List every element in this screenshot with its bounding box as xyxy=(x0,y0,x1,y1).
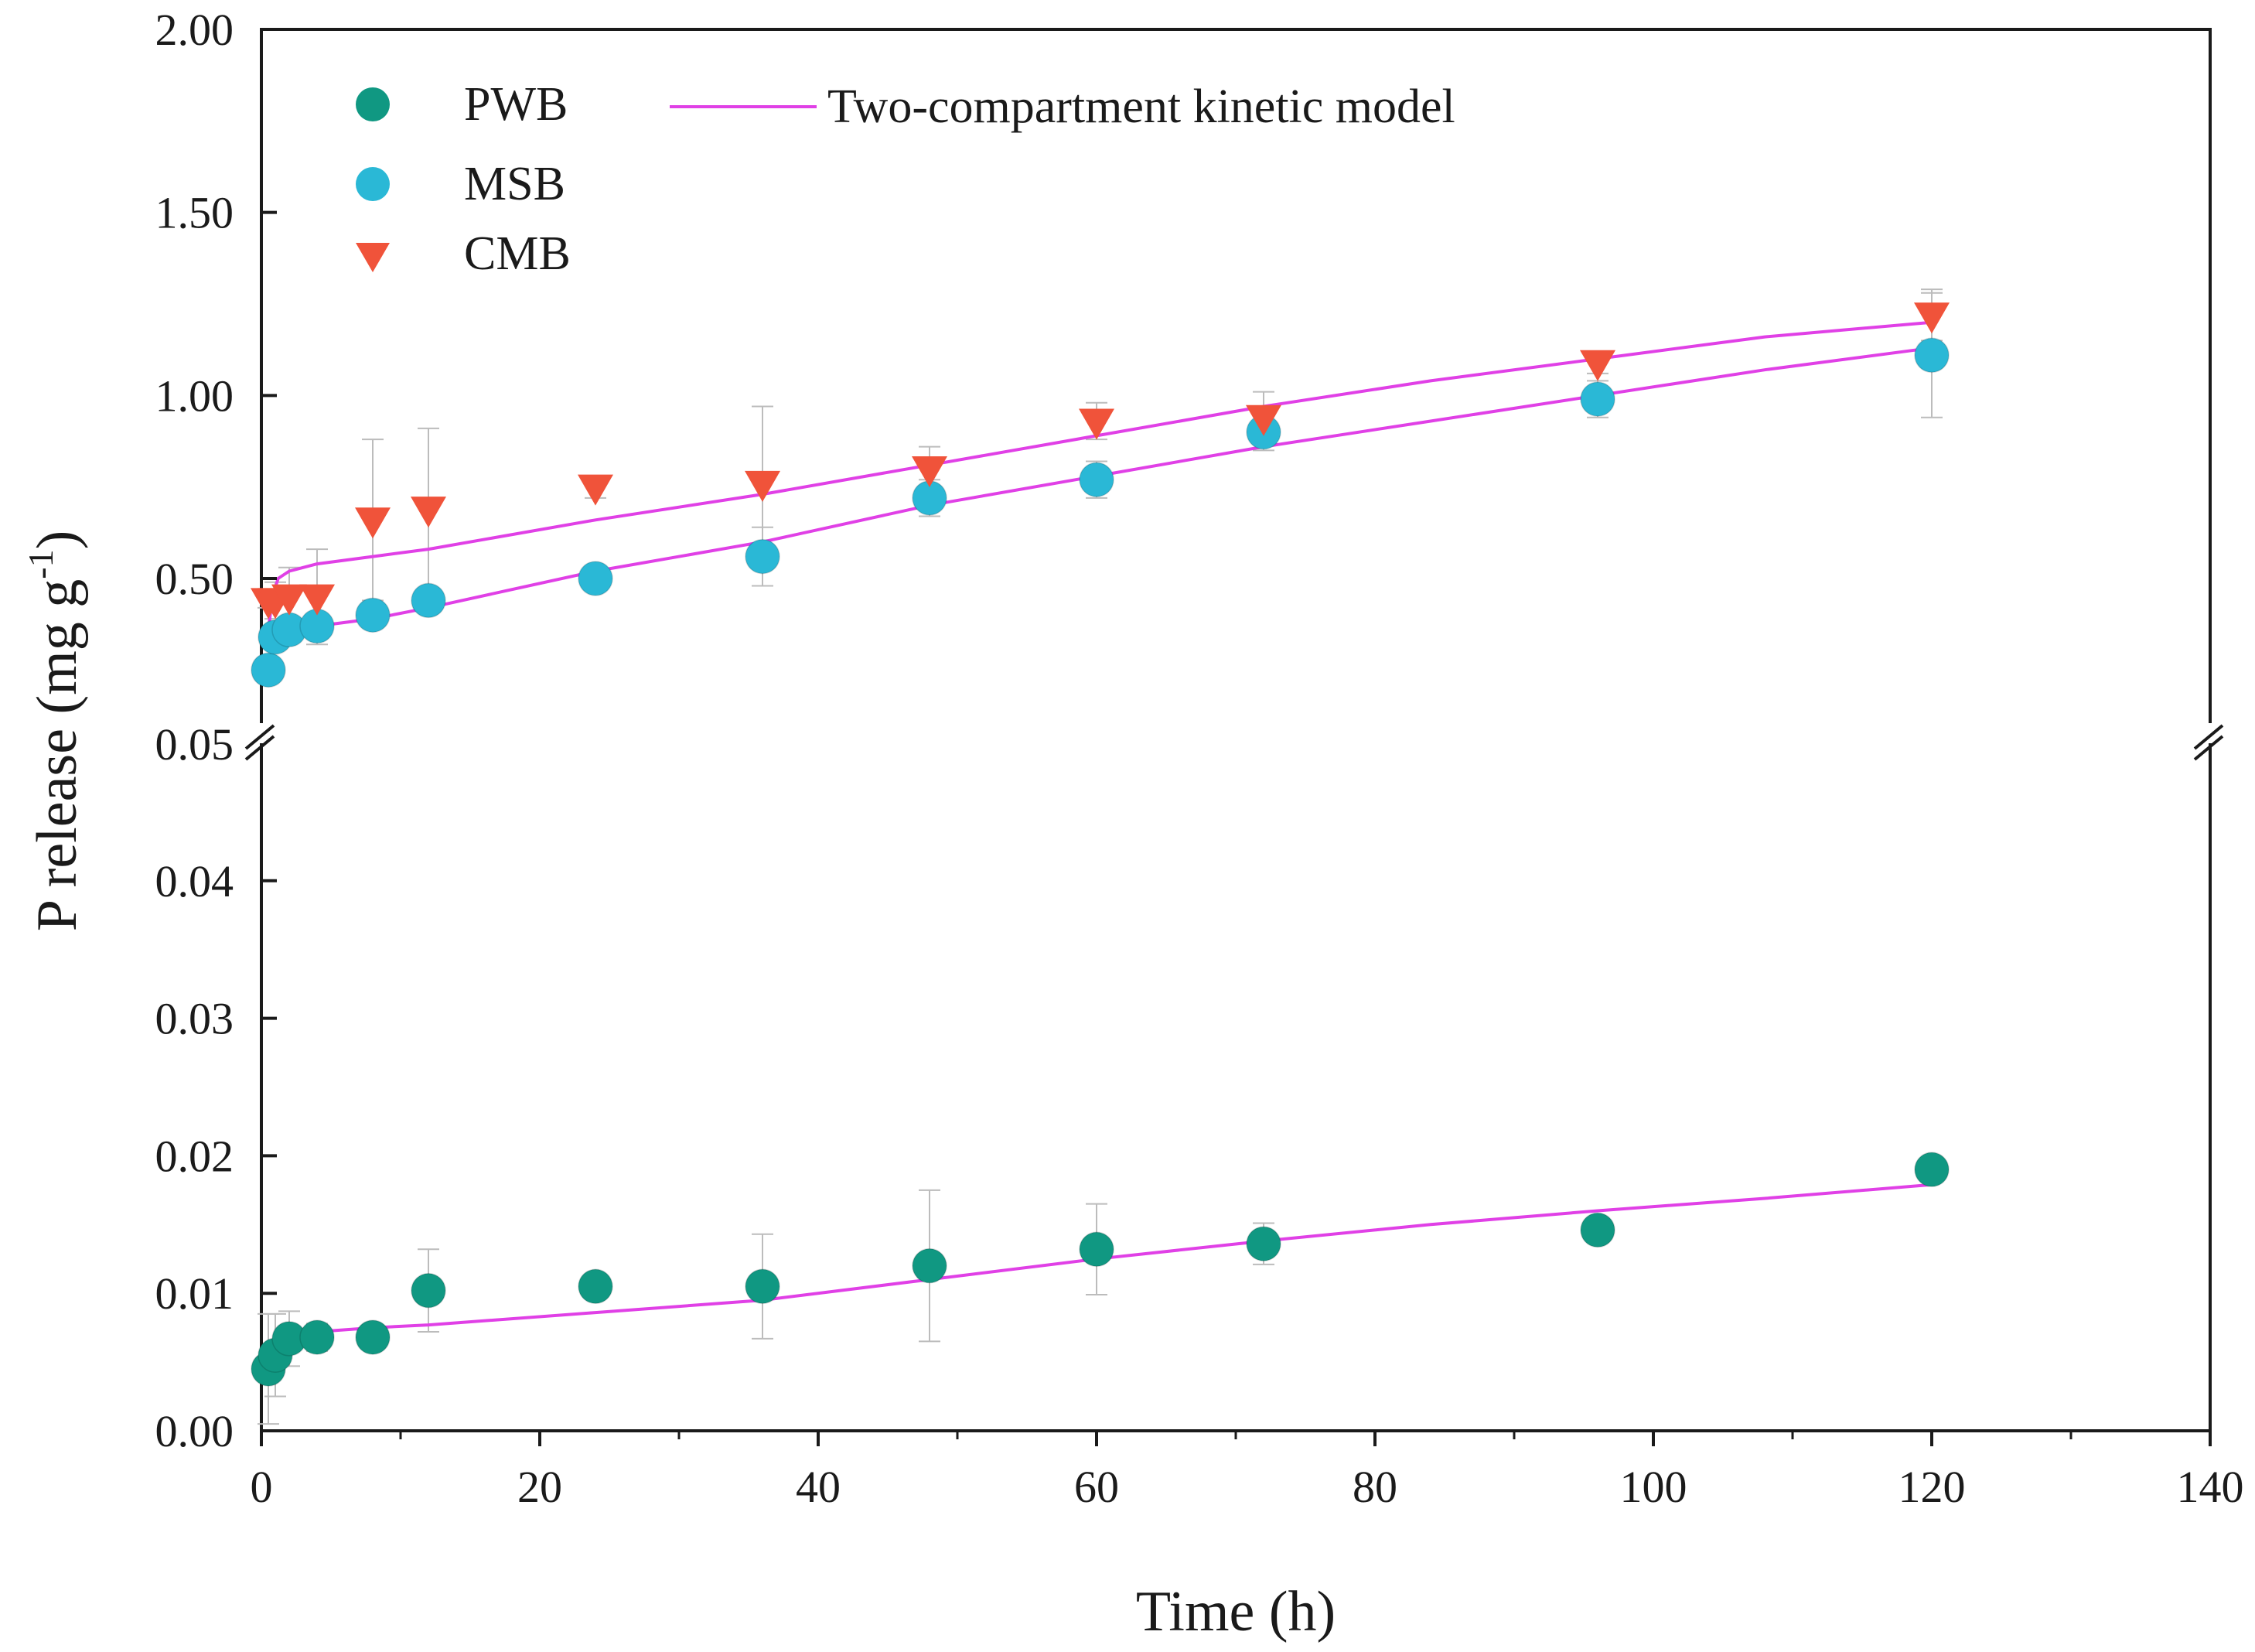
y-tick-label-upper-1: 1.00 xyxy=(155,370,234,421)
point-cmb-9 xyxy=(1079,408,1114,440)
point-cmb-10 xyxy=(1246,404,1281,436)
point-msb-11 xyxy=(1580,381,1615,417)
y-axis-ticks: 0.50 1.00 1.50 2.00 0.00 0.01 0.02 0.03 0.04 xyxy=(155,5,277,1456)
point-pwb-11 xyxy=(1580,1212,1615,1248)
point-cmb-8 xyxy=(912,456,947,487)
legend-marker-msb xyxy=(356,167,390,201)
point-cmb-2 xyxy=(271,584,307,616)
y-tick-label-lower-1: 0.01 xyxy=(155,1268,234,1319)
point-msb-0 xyxy=(251,652,286,688)
point-cmb-7 xyxy=(745,470,780,502)
legend: PWB MSB CMB Two-compartment kinetic mode… xyxy=(356,78,1455,280)
y-axis-label-main: P release (mg g xyxy=(26,579,89,932)
x-tick-label-0: 0 xyxy=(251,1462,273,1512)
point-cmb-12 xyxy=(1914,302,1950,334)
point-pwb-7 xyxy=(745,1268,780,1305)
point-msb-4 xyxy=(355,597,391,633)
y-axis-label-close: ) xyxy=(26,531,89,550)
point-cmb-3 xyxy=(299,584,335,616)
point-pwb-6 xyxy=(578,1268,613,1305)
point-pwb-8 xyxy=(912,1248,947,1284)
point-msb-12 xyxy=(1914,337,1950,374)
point-msb-9 xyxy=(1079,462,1114,497)
x-axis-label: Time (h) xyxy=(1136,1580,1336,1643)
y-tick-label-lower-2: 0.02 xyxy=(155,1131,234,1181)
point-pwb-10 xyxy=(1246,1226,1281,1261)
model-curve-0 xyxy=(267,320,1933,630)
x-tick-label-100: 100 xyxy=(1620,1462,1687,1512)
x-axis-ticks: 0 20 40 60 80 100 120 140 xyxy=(251,1431,2244,1512)
y-tick-label-lower-0: 0.00 xyxy=(155,1406,234,1456)
y-tick-label-break: 0.05 xyxy=(155,719,234,770)
legend-marker-cmb xyxy=(356,243,390,272)
axis-break-mark-right-1 xyxy=(2193,724,2224,750)
x-tick-label-60: 60 xyxy=(1074,1462,1119,1512)
point-pwb-4 xyxy=(355,1319,391,1355)
x-tick-label-120: 120 xyxy=(1898,1462,1966,1512)
axis-break-mark-left-2 xyxy=(244,735,275,761)
legend-marker-pwb xyxy=(356,87,390,121)
point-pwb-12 xyxy=(1914,1152,1950,1187)
legend-label-cmb: CMB xyxy=(464,227,571,280)
legend-label-pwb: PWB xyxy=(464,78,568,131)
model-curve-2 xyxy=(267,1183,1933,1370)
legend-label-model: Two-compartment kinetic model xyxy=(827,80,1455,133)
y-tick-label-upper-0: 0.50 xyxy=(155,554,234,604)
point-cmb-4 xyxy=(355,507,391,539)
y-tick-label-upper-2: 1.50 xyxy=(155,188,234,238)
axis-break xyxy=(244,723,2224,761)
x-tick-label-80: 80 xyxy=(1353,1462,1397,1512)
axis-break-mark-right-2 xyxy=(2193,735,2224,761)
legend-label-msb: MSB xyxy=(464,158,565,210)
x-tick-label-140: 140 xyxy=(2177,1462,2244,1512)
point-cmb-5 xyxy=(411,497,446,528)
y-axis-label: P release (mg g-1) xyxy=(21,531,89,931)
data-points xyxy=(251,302,1950,1387)
y-tick-label-lower-4: 0.04 xyxy=(155,856,234,906)
point-cmb-11 xyxy=(1580,350,1615,381)
point-msb-5 xyxy=(411,582,446,619)
point-pwb-3 xyxy=(299,1319,335,1355)
point-cmb-6 xyxy=(578,474,613,506)
point-msb-7 xyxy=(745,538,780,575)
point-msb-6 xyxy=(578,561,613,596)
y-tick-label-lower-3: 0.03 xyxy=(155,994,234,1044)
point-pwb-5 xyxy=(411,1272,446,1309)
point-pwb-9 xyxy=(1079,1231,1114,1268)
x-tick-label-40: 40 xyxy=(796,1462,841,1512)
model-curve-1 xyxy=(267,346,1933,674)
y-axis-label-superscript: -1 xyxy=(21,549,60,579)
x-tick-label-20: 20 xyxy=(517,1462,562,1512)
axis-break-mark-left-1 xyxy=(244,724,275,750)
y-tick-label-upper-3: 2.00 xyxy=(155,5,234,55)
